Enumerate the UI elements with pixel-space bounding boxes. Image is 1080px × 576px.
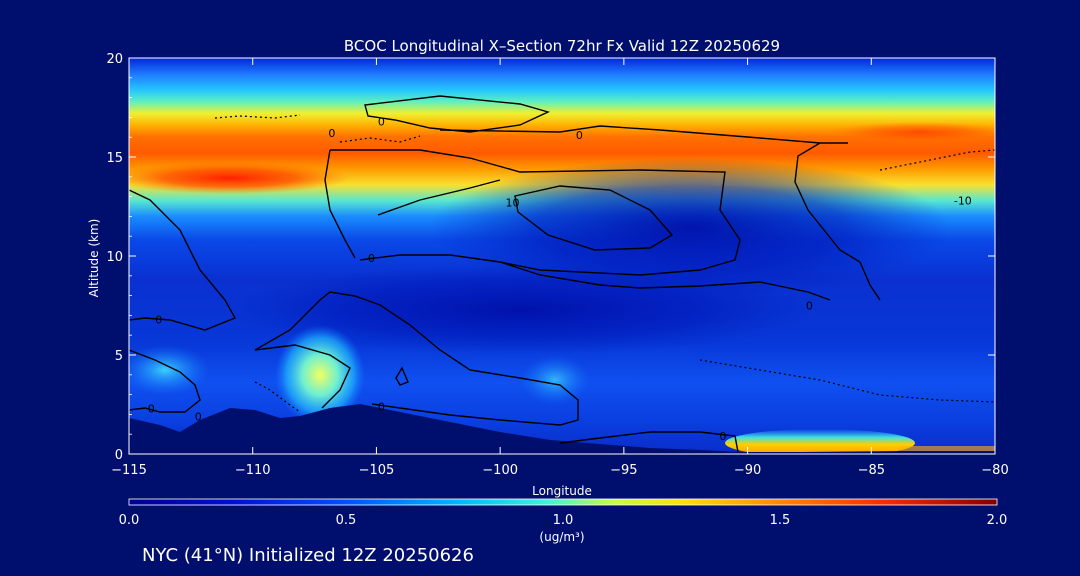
contour-east-vertical bbox=[859, 261, 881, 301]
contour-ten-loop bbox=[514, 185, 674, 251]
contour-label: 0 bbox=[148, 402, 155, 415]
contour-inner-envelope bbox=[377, 179, 831, 301]
y-tick-label: 20 bbox=[106, 52, 123, 67]
y-tick-label: 15 bbox=[106, 151, 123, 166]
y-tick-label: 10 bbox=[106, 250, 123, 265]
contour-label: 0 bbox=[328, 127, 335, 140]
dotted-contours bbox=[214, 114, 995, 413]
contour-label: 0 bbox=[195, 410, 202, 423]
surface-layer-east bbox=[725, 429, 915, 454]
x-tick-label: −80 bbox=[981, 463, 1008, 478]
contour-lines bbox=[129, 95, 881, 453]
dotted-contour-lower-east bbox=[699, 359, 995, 403]
contour-surface-east bbox=[559, 431, 739, 453]
contour-west-upper bbox=[129, 189, 236, 331]
contour-label: 0 bbox=[576, 129, 583, 142]
contour-west-spike bbox=[254, 344, 351, 409]
contour-small-blob bbox=[395, 366, 409, 386]
surface-strip-east bbox=[900, 446, 995, 454]
plume-west bbox=[275, 325, 365, 425]
hot-band-east bbox=[830, 122, 995, 142]
colorbar-units: (ug/m³) bbox=[539, 530, 584, 544]
y-tick-label: 0 bbox=[115, 448, 123, 463]
dotted-contour-upper bbox=[339, 135, 421, 143]
x-tick-label: −115 bbox=[111, 463, 147, 478]
contour-mid-lower bbox=[254, 291, 579, 426]
x-tick-label: −105 bbox=[359, 463, 395, 478]
colorbar-ticks: 0.0 0.5 1.0 1.5 2.0 bbox=[119, 513, 1008, 528]
contour-label: 0 bbox=[368, 252, 375, 265]
x-tick-label: −95 bbox=[610, 463, 637, 478]
contour-label: 0 bbox=[378, 400, 385, 413]
contour-label: 0 bbox=[806, 300, 813, 313]
y-tick-label: 5 bbox=[115, 349, 123, 364]
x-tick-label: −85 bbox=[858, 463, 885, 478]
x-tick-label: −110 bbox=[235, 463, 271, 478]
contour-labels: 0 0 10 0 0 0 0 0 0 0 0 -10 bbox=[148, 115, 972, 443]
cyan-patch-mid bbox=[520, 355, 590, 405]
contour-label: 10 bbox=[506, 197, 520, 210]
colorbar-tick-label: 0.0 bbox=[119, 513, 140, 528]
x-axis-label: Longitude bbox=[532, 484, 592, 498]
colorbar-tick-label: 1.0 bbox=[553, 513, 574, 528]
contour-label: 0 bbox=[155, 313, 162, 326]
contour-upper-west-loop bbox=[364, 95, 550, 133]
dotted-contour-east bbox=[879, 149, 995, 171]
contour-zero-main-upper bbox=[439, 125, 861, 263]
contour-label: 0 bbox=[719, 430, 726, 443]
contour-lower-west-loop bbox=[129, 349, 201, 413]
chart-title: BCOC Longitudinal X–Section 72hr Fx Vali… bbox=[344, 37, 780, 55]
x-axis: −115 −110 −105 −100 −95 −90 −85 −80 bbox=[111, 58, 1009, 478]
colorbar-tick-label: 2.0 bbox=[987, 513, 1008, 528]
hot-band-west bbox=[129, 162, 350, 194]
plot-area: 0 0 10 0 0 0 0 0 0 0 0 -10 bbox=[129, 58, 995, 454]
contour-label: -10 bbox=[954, 195, 972, 208]
dark-core-upper bbox=[430, 158, 950, 298]
contour-label: 0 bbox=[378, 115, 385, 128]
colorbar-tick-label: 1.5 bbox=[770, 513, 791, 528]
x-tick-label: −100 bbox=[482, 463, 518, 478]
y-axis: 0 5 10 15 20 bbox=[106, 52, 995, 463]
colorbar-tick-label: 0.5 bbox=[336, 513, 357, 528]
y-axis-label: Altitude (km) bbox=[87, 219, 101, 298]
terrain bbox=[129, 404, 995, 454]
location-label: NYC (41°N) Initialized 12Z 20250626 bbox=[142, 545, 474, 566]
x-tick-label: −90 bbox=[734, 463, 761, 478]
colorbar bbox=[128, 498, 998, 506]
contour-mid-wavy bbox=[324, 149, 741, 276]
